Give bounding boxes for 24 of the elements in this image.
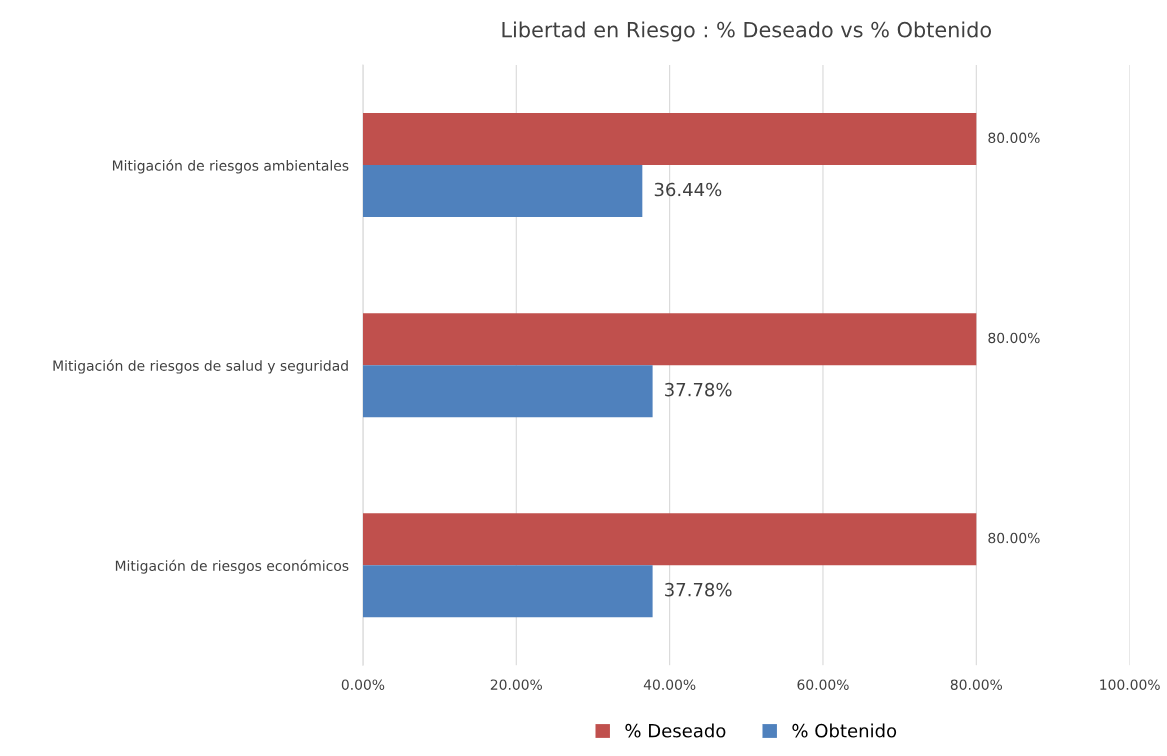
x-tick-label: 0.00% <box>341 679 385 690</box>
legend-label: % Obtenido <box>792 723 897 738</box>
bar <box>362 513 977 566</box>
bar <box>362 565 653 618</box>
x-tick-label: 40.00% <box>643 679 696 690</box>
chart-title: Libertad en Riesgo : % Deseado vs % Obtenido <box>502 21 991 42</box>
y-tick-label: Mitigación de riesgos de salud y seguridad <box>53 359 348 374</box>
data-label: 37.78% <box>665 382 732 397</box>
bar <box>362 365 653 418</box>
data-label: 80.00% <box>988 132 1040 144</box>
x-tick-label: 20.00% <box>490 679 542 690</box>
bar <box>362 165 643 218</box>
y-tick-label: Mitigación de riesgos ambientales <box>112 159 349 174</box>
data-label: 36.44% <box>654 182 722 197</box>
bar <box>362 113 977 166</box>
x-tick-label: 60.00% <box>797 679 849 690</box>
x-tick-label: 80.00% <box>950 679 1003 690</box>
legend-label: % Deseado <box>625 723 726 738</box>
data-label: 80.00% <box>988 532 1040 544</box>
data-label: 37.78% <box>665 582 732 597</box>
data-label: 80.00% <box>988 332 1040 344</box>
bar <box>362 313 977 366</box>
y-tick-label: Mitigación de riesgos económicos <box>115 559 349 574</box>
x-tick-label: 100.00% <box>1100 679 1160 690</box>
